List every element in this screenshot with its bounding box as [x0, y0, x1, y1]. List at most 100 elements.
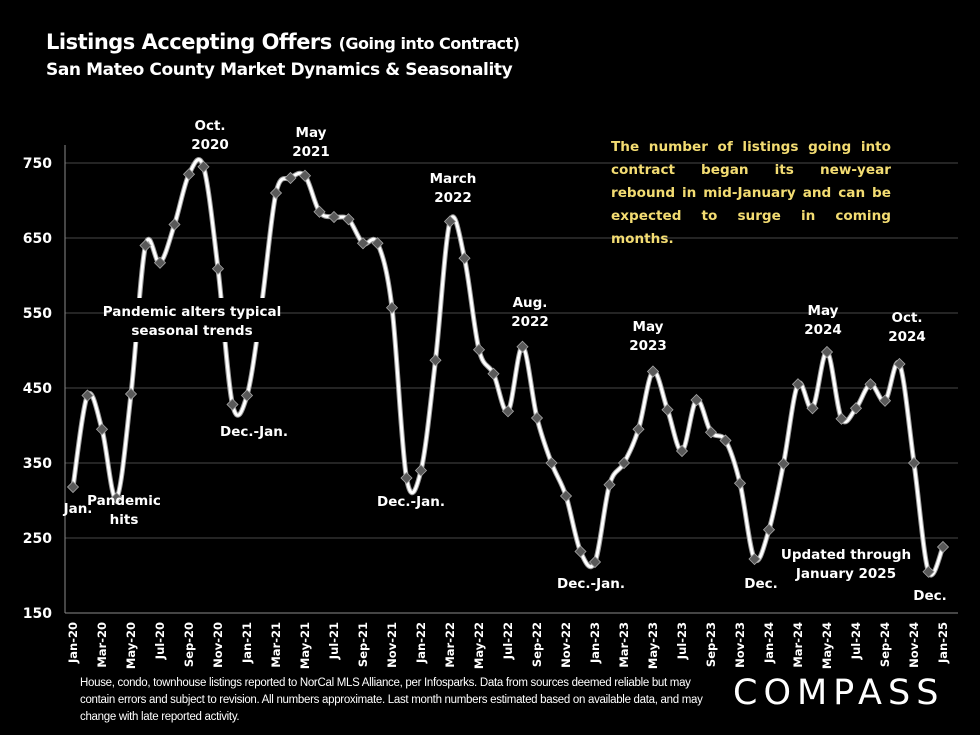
- data-point-marker: [313, 205, 326, 218]
- annotation-label: seasonal trends: [131, 323, 252, 339]
- x-tick-label: Jan-24: [762, 622, 776, 664]
- annotation-label: Dec.-Jan.: [377, 494, 445, 510]
- x-tick-label: Jul-21: [327, 622, 341, 660]
- data-point-marker: [893, 357, 906, 371]
- data-point-marker: [588, 555, 602, 569]
- data-point-marker: [139, 239, 152, 252]
- callout-text: The number of listings going into contra…: [611, 139, 891, 247]
- x-tick-label: Sep-20: [182, 622, 196, 667]
- title-main: Listings Accepting Offers: [46, 30, 332, 54]
- annotation-label: 2022: [434, 190, 472, 206]
- data-point-marker: [269, 186, 283, 200]
- x-tick-label: Mar-23: [617, 622, 631, 668]
- annotation-label: May: [808, 303, 839, 319]
- y-tick-label: 650: [23, 231, 52, 247]
- annotation-label: Dec.: [913, 588, 947, 604]
- x-tick-label: Jan-22: [414, 622, 428, 664]
- data-point-marker: [632, 423, 645, 436]
- data-point-marker: [530, 411, 544, 425]
- data-point-marker: [559, 489, 573, 503]
- annotation-label: Jan.: [63, 501, 93, 517]
- data-point-marker: [603, 478, 616, 491]
- annotation-label: Pandemic: [87, 493, 161, 509]
- data-point-marker: [327, 210, 341, 224]
- chart-title: Listings Accepting Offers (Going into Co…: [46, 30, 520, 54]
- annotation-label: 2023: [629, 338, 667, 354]
- x-tick-label: Jul-24: [849, 622, 863, 660]
- data-point-marker: [907, 456, 921, 470]
- annotation-label: January 2025: [795, 566, 896, 582]
- x-tick-label: Mar-20: [95, 622, 109, 668]
- footnote: House, condo, townhouse listings reporte…: [80, 677, 703, 723]
- x-tick-label: Jan-20: [66, 622, 80, 664]
- annotation-label: Pandemic alters typical: [103, 304, 282, 320]
- annotation-label: Oct.: [891, 310, 922, 326]
- compass-logo: COMPASS: [733, 673, 945, 713]
- data-point-marker: [226, 398, 239, 411]
- data-point-marker: [646, 365, 660, 378]
- x-axis-ticks: Jan-20 Mar-20 May-20 Jul-20 Sep-20 Nov-20 Jan-…: [66, 622, 950, 669]
- annotation-label: Aug.: [513, 295, 548, 311]
- data-point-marker: [704, 426, 718, 439]
- x-tick-label: Mar-24: [791, 622, 805, 668]
- y-tick-label: 750: [23, 156, 52, 172]
- data-point-marker: [675, 444, 689, 458]
- data-point-marker: [574, 545, 587, 558]
- annotation-label: Dec.: [744, 576, 778, 592]
- data-point-marker: [617, 456, 631, 470]
- data-point-marker: [516, 340, 529, 353]
- data-point-marker: [81, 389, 94, 402]
- annotation-label: 2022: [511, 314, 549, 330]
- x-tick-label: Jul-22: [501, 622, 515, 660]
- annotation-label: 2021: [292, 144, 330, 160]
- data-point-marker: [820, 345, 834, 359]
- x-tick-label: Jan-25: [936, 622, 950, 664]
- y-tick-label: 150: [23, 606, 52, 622]
- data-point-marker: [777, 457, 790, 470]
- x-tick-label: Jan-21: [240, 622, 254, 664]
- data-point-marker: [342, 213, 355, 226]
- data-point-marker: [182, 168, 196, 181]
- data-point-marker: [414, 464, 428, 477]
- x-tick-label: Nov-23: [733, 622, 747, 668]
- data-point-marker: [66, 480, 80, 494]
- y-tick-label: 550: [23, 306, 52, 322]
- x-tick-label: Nov-21: [385, 622, 399, 668]
- data-point-marker: [661, 403, 674, 416]
- data-point-marker: [472, 343, 486, 356]
- y-tick-label: 450: [23, 381, 52, 397]
- annotation-label: Updated through: [781, 547, 911, 563]
- x-tick-label: Sep-23: [704, 622, 718, 667]
- x-tick-label: Sep-22: [530, 622, 544, 667]
- data-point-marker: [545, 456, 558, 470]
- annotations: Oct. 2020 May 2021 March 2022 Aug. 2022 May 2023 M…: [63, 118, 947, 604]
- x-tick-label: Mar-22: [443, 622, 457, 668]
- annotation-label: May: [296, 125, 327, 141]
- data-point-marker: [95, 423, 109, 436]
- data-point-marker: [385, 301, 399, 314]
- annotation-label: 2020: [191, 137, 229, 153]
- data-point-marker: [748, 552, 761, 566]
- x-tick-label: Sep-24: [878, 622, 892, 667]
- x-tick-label: Nov-22: [559, 622, 573, 668]
- data-point-marker: [936, 540, 950, 554]
- x-tick-label: Nov-24: [907, 622, 921, 668]
- data-point-marker: [429, 354, 442, 367]
- annotation-label: 2024: [804, 322, 842, 338]
- data-point-marker: [849, 402, 863, 415]
- data-point-marker: [806, 402, 819, 415]
- x-tick-label: May-22: [472, 622, 486, 669]
- data-point-marker: [878, 394, 892, 407]
- annotation-label: May: [633, 319, 664, 335]
- axes: [64, 145, 958, 614]
- y-tick-label: 350: [23, 456, 52, 472]
- data-point-marker: [719, 434, 732, 447]
- data-point-marker: [791, 378, 805, 391]
- data-point-marker: [284, 171, 297, 185]
- annotation-label: hits: [110, 512, 139, 528]
- data-point-marker: [110, 492, 123, 505]
- data-point-marker: [458, 252, 471, 265]
- x-tick-label: May-21: [298, 622, 312, 669]
- data-point-marker: [168, 218, 181, 231]
